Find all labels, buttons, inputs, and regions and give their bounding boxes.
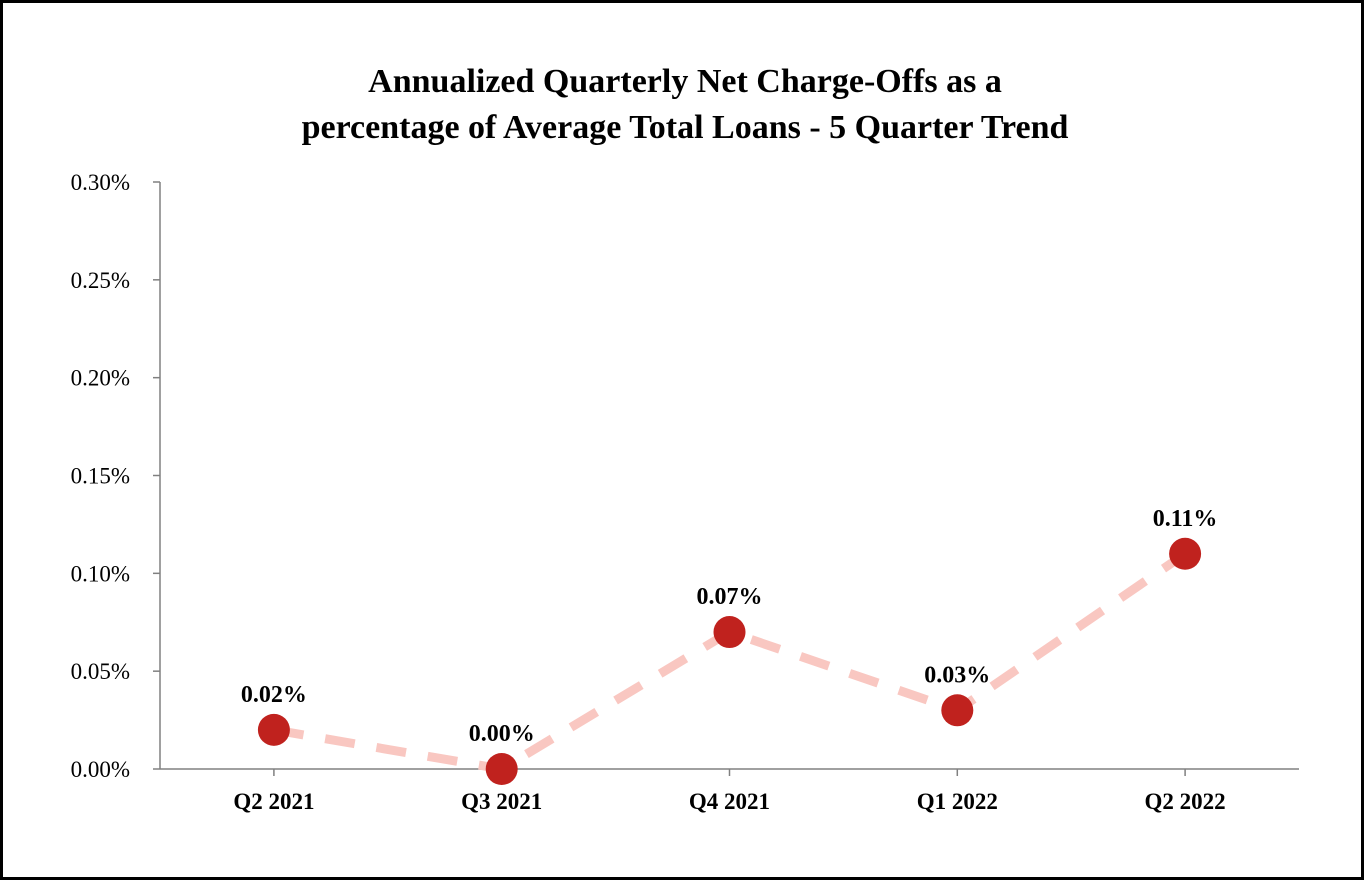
data-point [1169, 537, 1202, 570]
data-labels: 0.02% 0.00% 0.07% 0.03% 0.11% [241, 506, 1218, 747]
y-axis: 0.00% 0.05% 0.10% 0.15% 0.20% 0.25% 0.30% [71, 170, 161, 782]
chart-title-line-1: Annualized Quarterly Net Charge-Offs as … [368, 63, 1002, 100]
y-tick-label: 0.20% [71, 366, 130, 391]
data-label: 0.03% [924, 662, 990, 688]
data-point [713, 616, 746, 649]
x-tick-label: Q4 2021 [689, 789, 770, 814]
data-label: 0.07% [697, 584, 763, 610]
data-label: 0.02% [241, 682, 307, 708]
y-tick-label: 0.05% [71, 659, 130, 684]
y-tick-label: 0.30% [71, 170, 130, 195]
data-label: 0.11% [1153, 506, 1218, 532]
x-tick-label: Q2 2022 [1145, 789, 1226, 814]
x-tick-label: Q3 2021 [461, 789, 542, 814]
x-axis: Q2 2021 Q3 2021 Q4 2021 Q1 2022 Q2 2022 [160, 768, 1299, 814]
data-point [485, 753, 518, 785]
x-tick-label: Q2 2021 [233, 789, 314, 814]
data-label: 0.00% [469, 721, 535, 747]
data-point [257, 713, 290, 746]
y-tick-label: 0.25% [71, 268, 130, 293]
y-tick-label: 0.10% [71, 561, 130, 586]
y-tick-label: 0.15% [71, 464, 130, 489]
series [257, 537, 1202, 785]
y-tick-label: 0.00% [71, 757, 130, 782]
x-tick-label: Q1 2022 [917, 789, 998, 814]
chart-title: Annualized Quarterly Net Charge-Offs as … [3, 59, 1364, 151]
chart-title-line-2: percentage of Average Total Loans - 5 Qu… [301, 109, 1069, 146]
data-point [941, 694, 974, 727]
